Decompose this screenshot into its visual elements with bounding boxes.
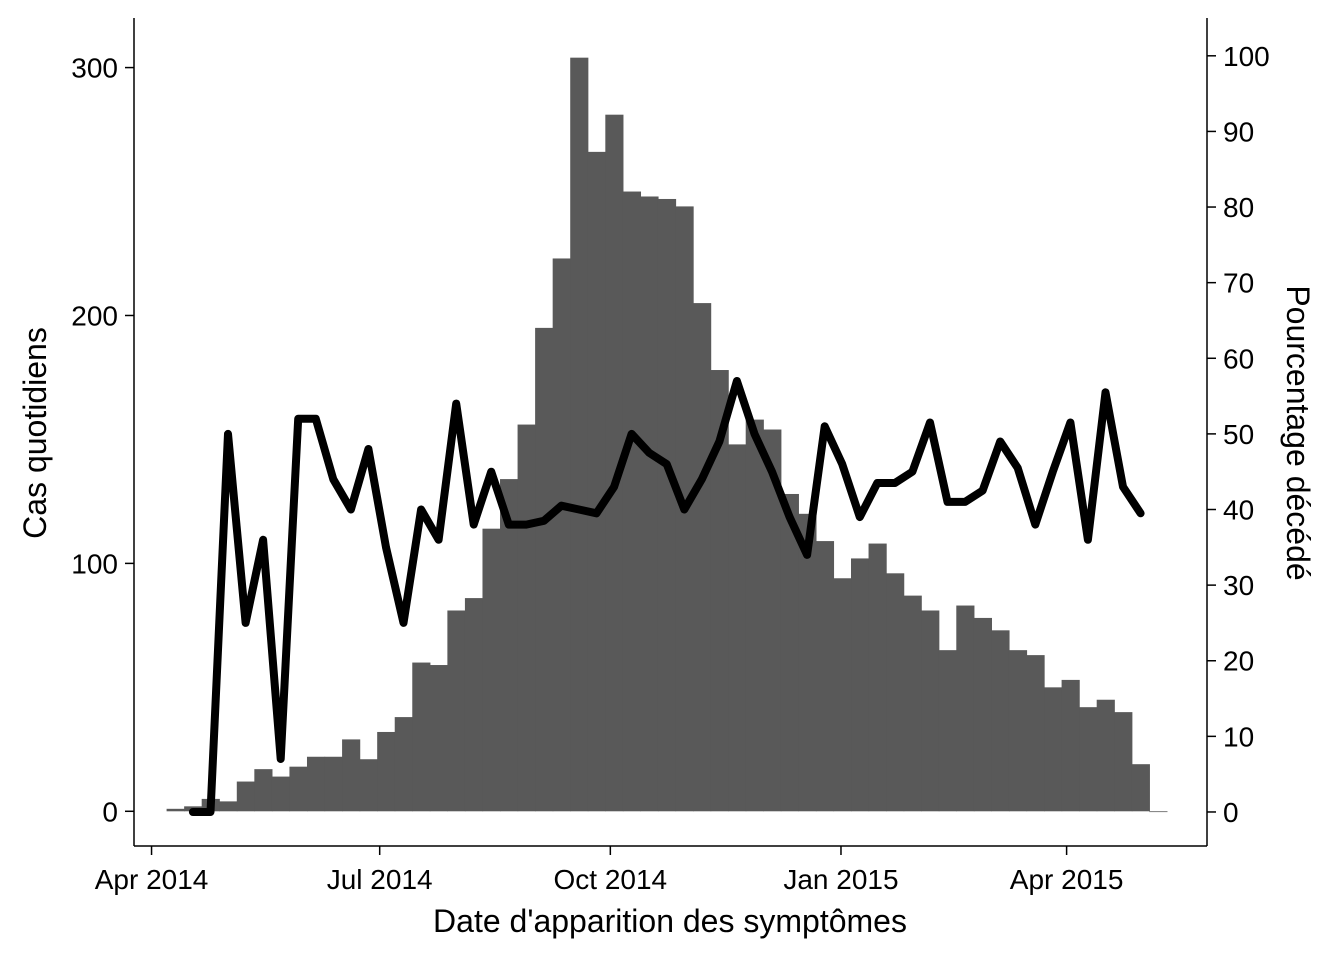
- case-bar: [798, 513, 817, 812]
- x-axis-title: Date d'apparition des symptômes: [433, 903, 907, 939]
- case-bar: [622, 191, 642, 812]
- x-tick-label: Jan 2015: [783, 864, 898, 895]
- left-y-tick-label: 200: [71, 300, 118, 331]
- left-y-tick-label: 0: [102, 796, 118, 827]
- case-bar: [728, 444, 747, 812]
- case-bar: [166, 808, 185, 812]
- right-y-axis-title: Pourcentage décédé: [1280, 285, 1316, 580]
- case-bar: [1008, 650, 1028, 812]
- case-bar: [973, 617, 992, 812]
- left-y-axis-title: Cas quotidiens: [17, 327, 53, 539]
- right-y-tick-label: 80: [1223, 192, 1254, 223]
- case-bar: [1044, 687, 1063, 812]
- case-bar: [254, 769, 273, 812]
- case-bar: [359, 759, 378, 812]
- case-bar: [517, 424, 536, 812]
- case-bar: [482, 528, 501, 812]
- case-bar: [693, 303, 712, 812]
- case-bar: [745, 419, 764, 812]
- case-bar: [464, 598, 484, 812]
- x-tick-label: Apr 2015: [1010, 864, 1124, 895]
- percent-deceased-line: [188, 377, 1145, 816]
- right-y-tick-label: 60: [1223, 343, 1254, 374]
- case-bar: [815, 541, 835, 812]
- right-y-tick-label: 50: [1223, 419, 1254, 450]
- case-bar: [587, 151, 606, 812]
- case-bar: [412, 662, 431, 812]
- case-bar: [1149, 811, 1168, 813]
- right-y-tick-label: 20: [1223, 646, 1254, 677]
- right-y-tick-label: 0: [1223, 797, 1239, 828]
- case-bar: [763, 429, 782, 812]
- x-tick-label: Oct 2014: [554, 864, 668, 895]
- case-bar: [429, 665, 448, 812]
- case-bar: [956, 605, 975, 812]
- case-bar: [657, 198, 677, 812]
- case-bar: [271, 776, 291, 812]
- case-bar: [500, 479, 519, 812]
- case-bar: [710, 370, 729, 812]
- case-bar: [324, 756, 343, 812]
- case-bar: [1026, 655, 1045, 812]
- case-bar: [851, 558, 870, 812]
- case-bar: [1131, 764, 1150, 812]
- case-bar: [780, 493, 799, 812]
- daily-cases-bars: [166, 57, 1168, 813]
- case-bar: [570, 57, 589, 812]
- case-bar: [1079, 707, 1098, 812]
- x-axis-ticks: Apr 2014 Jul 2014 Oct 2014 Jan 2015 Apr 2015: [95, 846, 1124, 895]
- case-bar: [236, 781, 255, 812]
- case-bar: [903, 595, 922, 812]
- left-y-axis-ticks: 0 100 200 300: [71, 53, 134, 827]
- right-y-axis-ticks: 0 10 20 30 40 50 60 70 80 90 100: [1207, 41, 1270, 828]
- case-bar: [342, 739, 361, 812]
- case-bar: [991, 630, 1010, 812]
- case-bar: [605, 114, 624, 812]
- case-bar: [447, 610, 466, 812]
- right-y-tick-label: 10: [1223, 721, 1254, 752]
- right-y-tick-label: 30: [1223, 570, 1254, 601]
- case-bar: [1114, 712, 1133, 812]
- right-y-tick-label: 70: [1223, 268, 1254, 299]
- case-bar: [289, 766, 308, 812]
- case-bar: [640, 196, 659, 812]
- x-tick-label: Apr 2014: [95, 864, 209, 895]
- case-bar: [535, 327, 554, 812]
- left-y-tick-label: 100: [71, 548, 118, 579]
- case-bar: [868, 543, 887, 812]
- right-y-tick-label: 100: [1223, 41, 1270, 72]
- case-bar: [552, 258, 571, 812]
- case-bar: [921, 610, 940, 812]
- case-bar: [306, 756, 326, 812]
- x-tick-label: Jul 2014: [327, 864, 433, 895]
- case-bar: [938, 650, 957, 812]
- case-bar: [377, 731, 396, 812]
- right-y-tick-label: 90: [1223, 116, 1254, 147]
- case-bar: [886, 573, 905, 812]
- left-y-tick-label: 300: [71, 53, 118, 84]
- case-bar: [1061, 679, 1080, 812]
- case-bar: [394, 717, 413, 812]
- case-bar: [833, 578, 852, 812]
- right-y-tick-label: 40: [1223, 495, 1254, 526]
- case-bar: [1096, 699, 1115, 812]
- case-bar: [219, 801, 238, 812]
